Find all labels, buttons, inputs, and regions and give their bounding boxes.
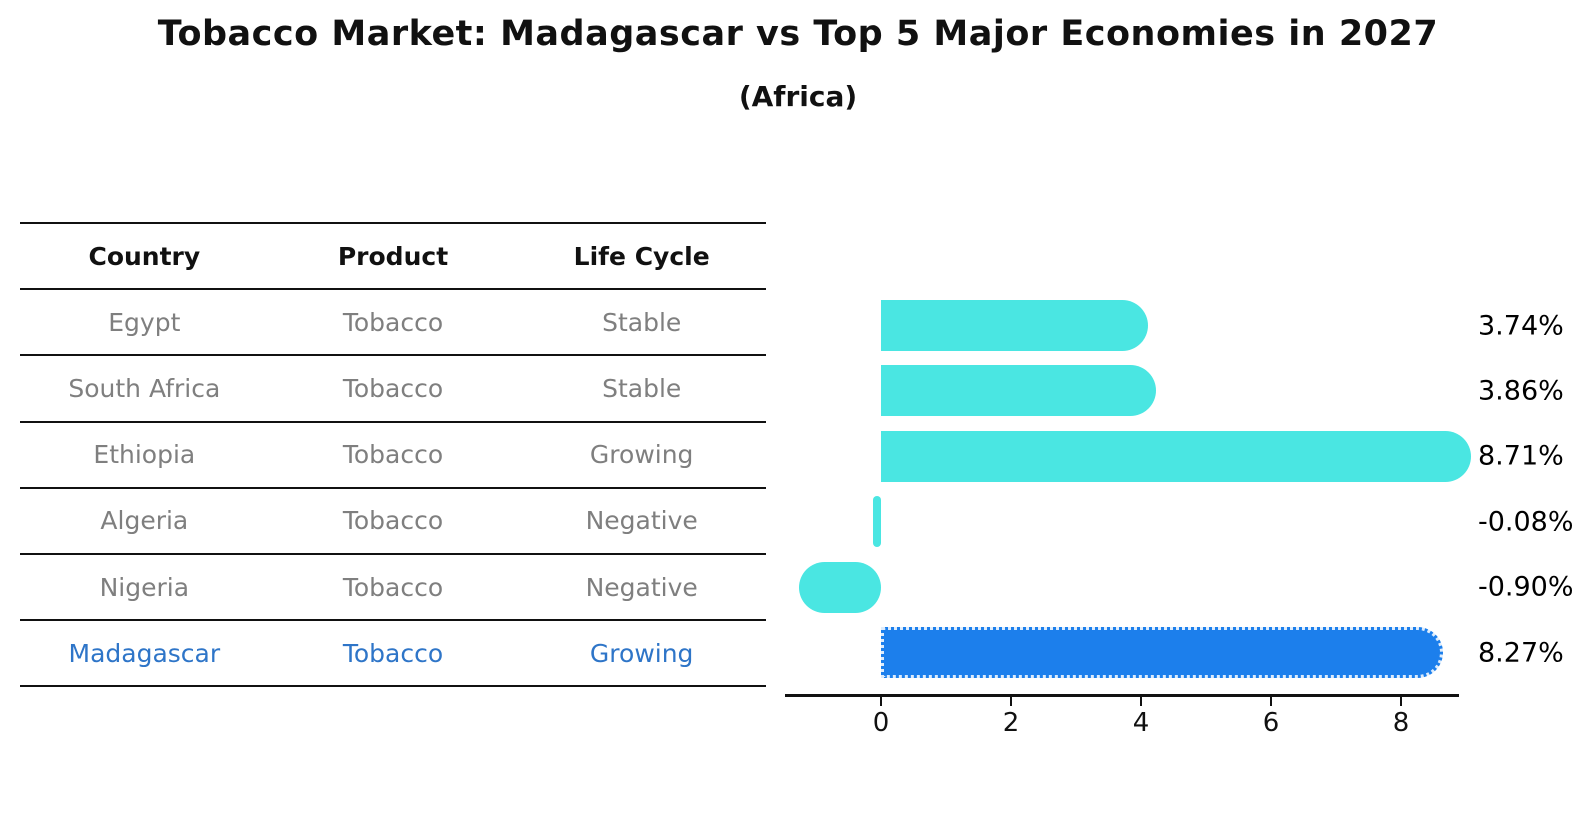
country-cell: Nigeria <box>99 572 190 602</box>
x-axis-tick-label: 4 <box>1132 708 1150 738</box>
value-label: 8.71% <box>1478 440 1564 472</box>
country-cell: Egypt <box>108 307 181 337</box>
bar-south-africa <box>881 365 1156 417</box>
x-axis-tick-label: 2 <box>1002 708 1020 738</box>
x-axis-tick <box>1270 697 1272 706</box>
value-label: -0.08% <box>1478 506 1574 538</box>
table-row: Madagascar Tobacco Growing <box>20 619 766 688</box>
table-row: South Africa Tobacco Stable <box>20 354 766 420</box>
table-row: Algeria Tobacco Negative <box>20 486 766 553</box>
country-cell: Algeria <box>100 506 189 536</box>
bar-nigeria <box>798 561 881 613</box>
x-axis-tick <box>880 697 882 706</box>
chart-subtitle: (Africa) <box>738 80 858 113</box>
table-header-row: Country Product Life Cycle <box>20 222 766 288</box>
life-cycle-cell: Growing <box>589 638 694 668</box>
table-row: Nigeria Tobacco Negative <box>20 552 766 619</box>
product-cell: Tobacco <box>342 440 444 470</box>
x-axis-tick-label: 0 <box>872 708 890 738</box>
column-header: Product <box>337 241 449 271</box>
x-axis-line <box>785 694 1459 697</box>
life-cycle-cell: Negative <box>585 506 698 536</box>
chart-title: Tobacco Market: Madagascar vs Top 5 Majo… <box>157 14 1439 54</box>
country-cell: Ethiopia <box>93 440 196 470</box>
country-cell: South Africa <box>68 373 221 403</box>
x-axis-tick-label: 8 <box>1392 708 1410 738</box>
value-label: 8.27% <box>1478 637 1564 668</box>
country-cell: Madagascar <box>68 638 221 668</box>
bar-egypt <box>881 300 1149 351</box>
x-axis-tick <box>1140 697 1142 706</box>
x-axis-tick <box>1010 697 1012 706</box>
life-cycle-cell: Negative <box>585 572 698 602</box>
value-label: -0.90% <box>1478 571 1574 603</box>
bar-ethiopia <box>881 430 1472 482</box>
product-cell: Tobacco <box>342 572 444 602</box>
bar-algeria <box>872 496 881 548</box>
life-cycle-cell: Stable <box>602 307 682 337</box>
value-label: 3.86% <box>1478 375 1564 407</box>
value-label: 3.74% <box>1478 310 1564 341</box>
product-cell: Tobacco <box>342 638 444 668</box>
column-header: Life Cycle <box>573 241 710 271</box>
table-row: Ethiopia Tobacco Growing <box>20 420 766 487</box>
column-header: Country <box>88 241 201 271</box>
x-axis-tick <box>1400 697 1402 706</box>
product-cell: Tobacco <box>342 373 444 403</box>
bar-madagascar <box>881 627 1443 678</box>
life-cycle-cell: Growing <box>589 440 694 470</box>
table-row: Egypt Tobacco Stable <box>20 288 766 354</box>
x-axis-tick-label: 6 <box>1262 708 1280 738</box>
country-table: Country Product Life Cycle Egypt Tobacco Stab… <box>20 222 766 688</box>
life-cycle-cell: Stable <box>602 373 682 403</box>
product-cell: Tobacco <box>342 307 444 337</box>
product-cell: Tobacco <box>342 506 444 536</box>
